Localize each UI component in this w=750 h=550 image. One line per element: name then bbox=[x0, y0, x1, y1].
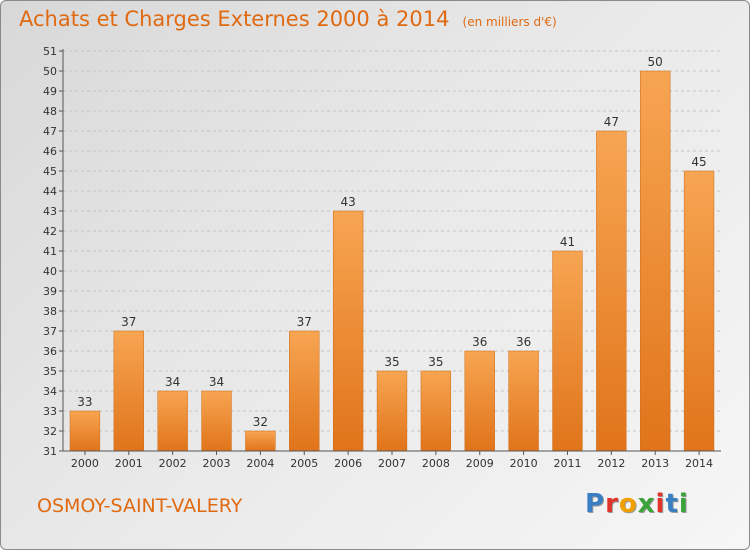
y-tick-label: 43 bbox=[43, 205, 57, 218]
x-tick-label: 2003 bbox=[203, 457, 231, 470]
bar bbox=[245, 430, 276, 452]
bar bbox=[640, 70, 671, 452]
bar bbox=[289, 330, 320, 452]
y-tick-label: 48 bbox=[43, 105, 57, 118]
title-row: Achats et Charges Externes 2000 à 2014 (… bbox=[19, 7, 557, 31]
x-tick-label: 2002 bbox=[159, 457, 187, 470]
bar-value-label: 47 bbox=[604, 115, 619, 129]
bar-value-label: 43 bbox=[340, 195, 355, 209]
bar bbox=[376, 370, 408, 452]
x-tick-label: 2010 bbox=[510, 457, 538, 470]
bar-value-label: 36 bbox=[472, 335, 487, 349]
bar-value-label: 37 bbox=[297, 315, 312, 329]
y-tick-label: 38 bbox=[43, 305, 57, 318]
bar-value-label: 50 bbox=[648, 55, 663, 69]
y-tick-label: 31 bbox=[43, 445, 57, 458]
x-tick-label: 2009 bbox=[466, 457, 494, 470]
logo-letter: t bbox=[665, 489, 679, 519]
y-tick-label: 42 bbox=[43, 225, 57, 238]
y-tick-label: 39 bbox=[43, 285, 57, 298]
y-tick-label: 32 bbox=[43, 425, 57, 438]
bar bbox=[552, 250, 583, 452]
y-tick-label: 45 bbox=[43, 165, 57, 178]
x-tick-label: 2007 bbox=[378, 457, 406, 470]
bar-value-label: 45 bbox=[691, 155, 706, 169]
x-axis: 2000 2001 2002 2003 2004 2005 2006 2007 2008 2009… bbox=[63, 450, 721, 470]
x-tick-label: 2005 bbox=[290, 457, 318, 470]
logo-letter: i bbox=[678, 489, 689, 519]
chart-title: Achats et Charges Externes 2000 à 2014 bbox=[19, 7, 450, 31]
y-tick-label: 33 bbox=[43, 405, 57, 418]
bar bbox=[508, 350, 539, 452]
x-tick-label: 2001 bbox=[115, 457, 143, 470]
commune-name: OSMOY-SAINT-VALERY bbox=[37, 495, 243, 517]
y-tick-label: 49 bbox=[43, 85, 57, 98]
bar-value-label: 33 bbox=[77, 395, 92, 409]
x-tick-label: 2006 bbox=[334, 457, 362, 470]
y-tick-label: 51 bbox=[43, 45, 57, 58]
bar bbox=[201, 390, 232, 452]
chart-subtitle: (en milliers d'€) bbox=[462, 15, 557, 29]
bar-value-label: 36 bbox=[516, 335, 531, 349]
logo-letter: o bbox=[618, 489, 638, 519]
x-tick-label: 2014 bbox=[685, 457, 713, 470]
bar-value-label: 34 bbox=[165, 375, 180, 389]
x-tick-label: 2013 bbox=[641, 457, 669, 470]
y-tick-label: 37 bbox=[43, 325, 57, 338]
bar bbox=[69, 410, 101, 452]
x-tick-label: 2004 bbox=[246, 457, 274, 470]
bar bbox=[596, 130, 627, 452]
y-tick-label: 40 bbox=[43, 265, 57, 278]
bar-value-label: 34 bbox=[209, 375, 224, 389]
bar-value-label: 37 bbox=[121, 315, 136, 329]
y-tick-label: 35 bbox=[43, 365, 57, 378]
bar-value-label: 41 bbox=[560, 235, 575, 249]
x-tick-label: 2008 bbox=[422, 457, 450, 470]
y-tick-label: 46 bbox=[43, 145, 57, 158]
bars: 33 37 34 34 32 37 43 35 35 36 36 41 47 50 45 bbox=[69, 55, 715, 452]
bar bbox=[113, 330, 144, 452]
y-tick-label: 47 bbox=[43, 125, 57, 138]
x-tick-label: 2000 bbox=[71, 457, 99, 470]
logo-letter: x bbox=[637, 489, 656, 519]
bar-value-label: 32 bbox=[253, 415, 268, 429]
bar-value-label: 35 bbox=[428, 355, 443, 369]
y-tick-label: 44 bbox=[43, 185, 57, 198]
bar bbox=[157, 390, 188, 452]
x-tick-label: 2012 bbox=[597, 457, 625, 470]
proxiti-logo: Proxiti bbox=[585, 489, 689, 519]
y-tick-label: 34 bbox=[43, 385, 57, 398]
y-axis: 31 32 33 34 35 36 37 38 39 40 41 42 43 44 45 46 47 48 49 50… bbox=[43, 45, 64, 458]
x-tick-label: 2011 bbox=[553, 457, 581, 470]
bar bbox=[332, 210, 364, 452]
logo-letter: i bbox=[655, 489, 666, 519]
bar bbox=[464, 350, 495, 452]
y-tick-label: 41 bbox=[43, 245, 57, 258]
logo-letter: P bbox=[585, 489, 606, 519]
y-tick-label: 36 bbox=[43, 345, 57, 358]
bar bbox=[683, 170, 715, 452]
logo-letter: r bbox=[605, 489, 619, 519]
bar bbox=[420, 370, 452, 452]
y-tick-label: 50 bbox=[43, 65, 57, 78]
bar-value-label: 35 bbox=[384, 355, 399, 369]
